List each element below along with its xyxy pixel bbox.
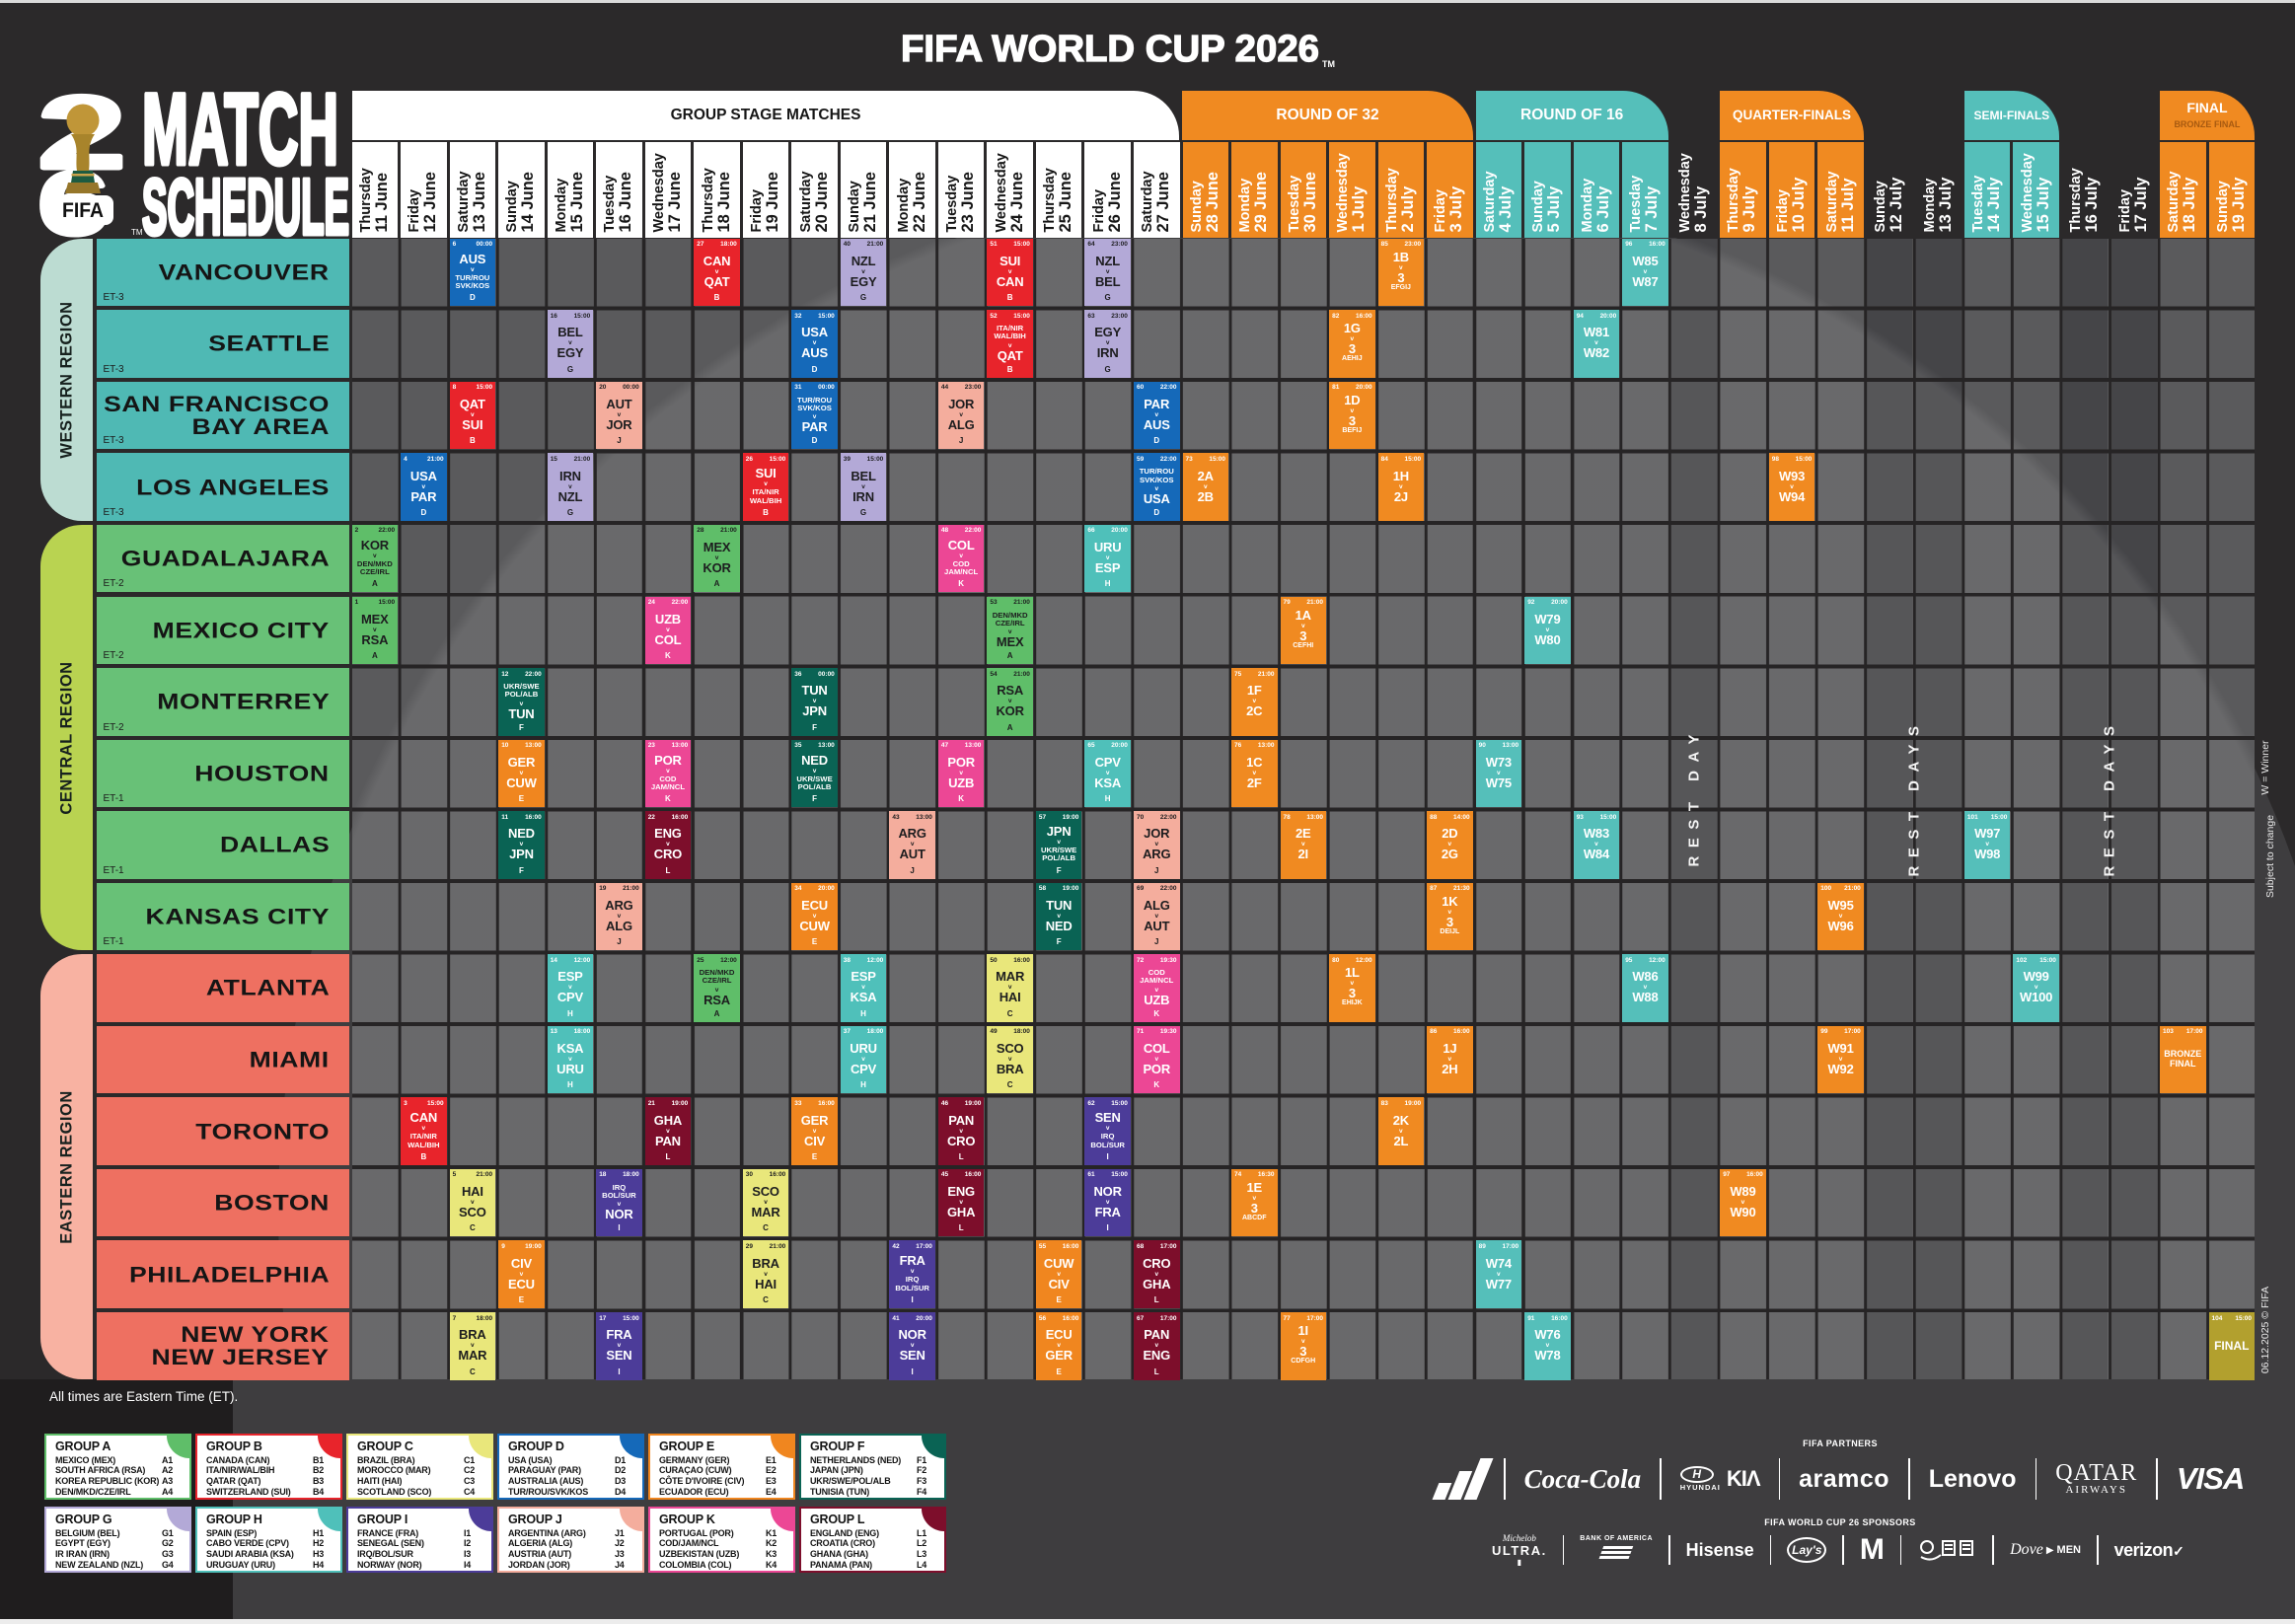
svg-text:MATCH: MATCH [142, 79, 338, 185]
svg-text:FIFA: FIFA [62, 199, 104, 222]
svg-text:SCHEDULE: SCHEDULE [142, 163, 349, 242]
svg-text:FIFA WORLD CUP 2026: FIFA WORLD CUP 2026 [901, 29, 1319, 70]
svg-text:TM: TM [131, 228, 143, 237]
svg-text:TM: TM [1322, 59, 1335, 69]
